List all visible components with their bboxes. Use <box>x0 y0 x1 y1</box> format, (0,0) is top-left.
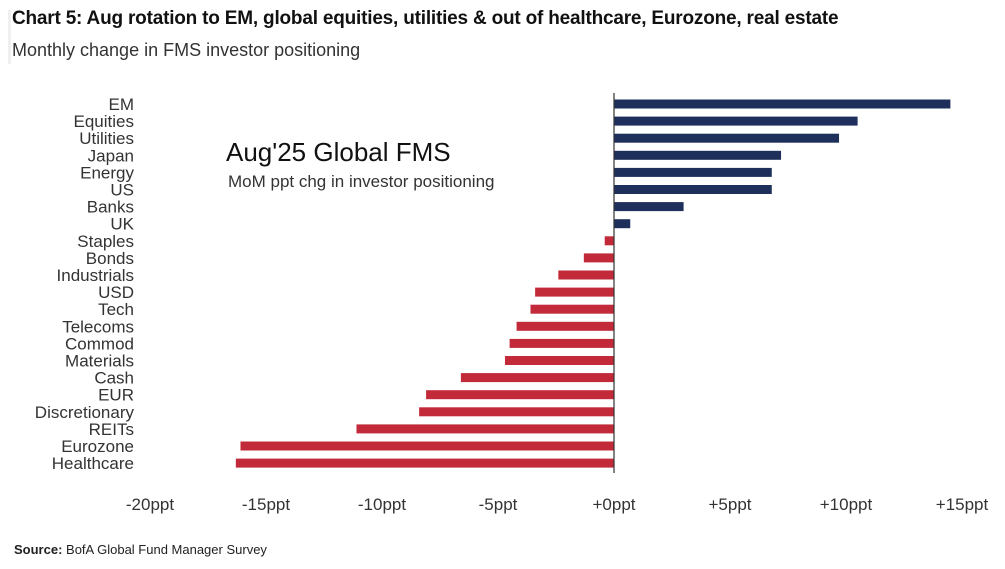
source-note: Source: BofA Global Fund Manager Survey <box>14 542 267 557</box>
x-tick-label: -15ppt <box>242 495 290 514</box>
category-label: Discretionary <box>35 403 135 422</box>
bar-staples <box>604 236 614 246</box>
bar-japan <box>614 150 782 160</box>
category-label: EUR <box>98 386 134 405</box>
bar-equities <box>614 116 858 126</box>
chart-title: Chart 5: Aug rotation to EM, global equi… <box>12 8 839 29</box>
category-label: Energy <box>80 163 134 182</box>
inset-title: Aug'25 Global FMS <box>226 137 451 167</box>
bar-banks <box>614 202 684 212</box>
bar-tech <box>530 304 614 314</box>
category-label: Banks <box>87 198 134 217</box>
bar-commod <box>509 338 614 348</box>
category-label: Bonds <box>86 249 134 268</box>
inset-subtitle: MoM ppt chg in investor positioning <box>228 172 495 191</box>
bar-us <box>614 185 772 194</box>
bar-materials <box>504 356 614 365</box>
category-label: Telecoms <box>62 317 134 336</box>
category-label: Materials <box>65 352 134 371</box>
x-tick-label: +0ppt <box>592 495 635 514</box>
bar-industrials <box>558 270 614 280</box>
bar-eur <box>426 390 614 400</box>
bar-eurozone <box>240 441 615 451</box>
bar-em <box>614 99 951 109</box>
category-label: Equities <box>74 112 134 131</box>
category-label: Tech <box>98 300 134 319</box>
title-accent-rule <box>8 10 11 64</box>
category-label: Healthcare <box>52 454 134 473</box>
bar-uk <box>614 219 631 229</box>
bar-utilities <box>614 133 840 143</box>
chart-subtitle: Monthly change in FMS investor positioni… <box>12 40 361 60</box>
bar-reits <box>356 424 614 434</box>
bar-energy <box>614 167 772 177</box>
source-label: Source: <box>14 542 63 557</box>
x-tick-label: +15ppt <box>936 495 989 514</box>
x-tick-label: -10ppt <box>358 495 406 514</box>
bar-telecoms <box>516 321 614 331</box>
category-label: Staples <box>77 232 134 251</box>
source-text: BofA Global Fund Manager Survey <box>66 542 267 557</box>
category-label: REITs <box>89 420 134 439</box>
x-tick-label: -20ppt <box>126 495 174 514</box>
x-tick-label: +5ppt <box>708 495 751 514</box>
x-tick-label: -5ppt <box>479 495 518 514</box>
category-label: EM <box>109 95 135 114</box>
category-label: Eurozone <box>61 437 134 456</box>
bar-usd <box>535 287 614 297</box>
category-label: US <box>110 181 134 200</box>
x-tick-label: +10ppt <box>820 495 873 514</box>
bar-healthcare <box>235 458 614 468</box>
category-label: Industrials <box>57 266 134 285</box>
category-label: Commod <box>65 334 134 353</box>
bar-bonds <box>583 253 614 263</box>
category-label: USD <box>98 283 134 302</box>
category-label: Utilities <box>79 129 134 148</box>
bar-discretionary <box>419 407 614 417</box>
category-label: Japan <box>88 146 134 165</box>
category-label: UK <box>110 215 134 234</box>
category-label: Cash <box>94 369 134 388</box>
bar-cash <box>460 373 614 383</box>
